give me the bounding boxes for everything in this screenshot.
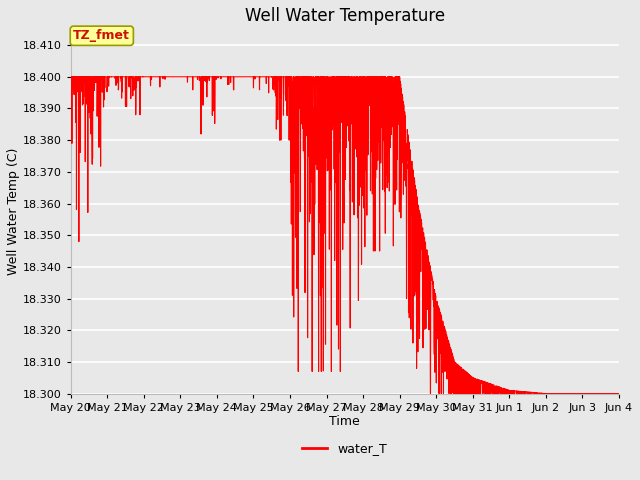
Text: TZ_fmet: TZ_fmet: [74, 29, 131, 42]
X-axis label: Time: Time: [330, 415, 360, 429]
Y-axis label: Well Water Temp (C): Well Water Temp (C): [7, 148, 20, 275]
Legend: water_T: water_T: [298, 437, 392, 460]
Title: Well Water Temperature: Well Water Temperature: [244, 7, 445, 25]
